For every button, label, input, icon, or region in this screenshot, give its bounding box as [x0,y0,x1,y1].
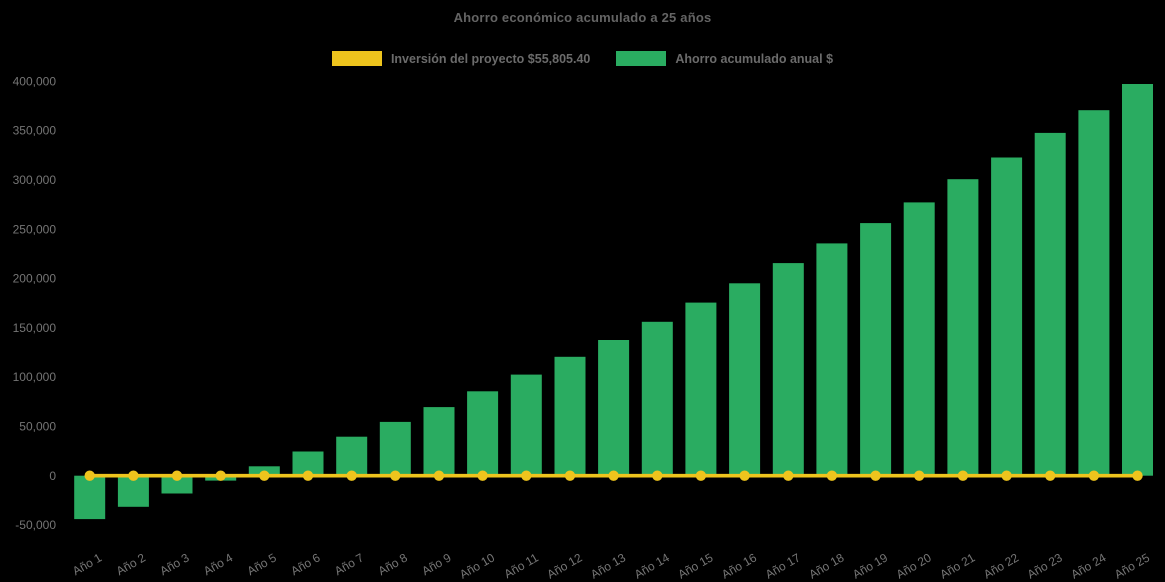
x-tick-label: Año 4 [201,550,235,578]
legend-item-savings[interactable]: Ahorro acumulado anual $ [616,51,833,66]
x-tick-label: Año 15 [675,550,715,581]
bar-año-17[interactable] [772,263,804,476]
investment-line-marker[interactable] [826,470,838,481]
x-tick-label: Año 14 [632,550,672,581]
investment-line-marker[interactable] [477,470,488,481]
y-tick-label: 200,000 [13,272,57,286]
bar-año-20[interactable] [903,202,935,476]
investment-line-marker[interactable] [957,470,969,481]
bar-año-16[interactable] [729,283,761,476]
legend-item-investment[interactable]: Inversión del proyecto $55,805.40 [331,51,591,66]
bar-año-18[interactable] [816,243,848,476]
legend: Inversión del proyecto $55,805.40 Ahorro… [0,51,1165,66]
x-tick-label: Año 13 [588,550,628,581]
x-tick-label: Año 17 [763,550,803,581]
y-tick-label: 400,000 [13,74,57,88]
bar-año-14[interactable] [641,321,673,476]
investment-line-marker[interactable] [739,470,750,481]
investment-line-marker[interactable] [608,470,619,481]
x-tick-label: Año 16 [719,550,759,581]
investment-line-marker[interactable] [128,470,139,481]
investment-line-marker[interactable] [302,470,314,481]
x-tick-label: Año 6 [288,550,322,578]
investment-line-marker[interactable] [390,470,401,481]
investment-line-marker[interactable] [564,470,576,481]
investment-line-marker[interactable] [433,470,445,481]
x-tick-label: Año 2 [114,550,148,578]
legend-label-investment: Inversión del proyecto $55,805.40 [390,51,591,66]
x-tick-label: Año 21 [937,550,977,581]
y-tick-label: 50,000 [19,420,56,434]
x-tick-label: Año 20 [894,550,934,581]
y-tick-label: 0 [49,469,56,483]
legend-swatch-savings-icon [616,51,667,66]
bar-año-3[interactable] [161,475,193,494]
bar-año-12[interactable] [554,356,586,476]
y-tick-label: 300,000 [13,173,57,187]
x-tick-label: Año 22 [981,550,1021,581]
x-tick-label: Año 12 [545,550,585,581]
bar-año-22[interactable] [991,157,1023,476]
bar-año-21[interactable] [947,179,979,476]
x-tick-label: Año 23 [1025,550,1065,581]
bar-año-1[interactable] [74,475,106,520]
investment-line-marker[interactable] [346,470,357,481]
bar-año-10[interactable] [467,391,499,476]
chart-title: Ahorro económico acumulado a 25 años [453,10,712,25]
x-tick-label: Año 9 [419,550,453,578]
x-tick-label: Año 10 [457,550,497,581]
investment-line-marker[interactable] [259,470,270,481]
investment-line-marker[interactable] [1045,470,1056,481]
x-tick-label: Año 7 [332,550,366,578]
x-tick-label: Año 8 [376,550,410,578]
investment-line-marker[interactable] [521,470,532,481]
investment-line-marker[interactable] [695,470,707,481]
bar-año-7[interactable] [336,436,368,476]
bar-año-23[interactable] [1034,132,1066,476]
legend-label-savings: Ahorro acumulado anual $ [675,51,834,66]
investment-line-marker[interactable] [84,470,95,481]
bar-año-24[interactable] [1078,110,1110,476]
bar-año-11[interactable] [510,374,542,476]
investment-line-marker[interactable] [171,470,183,481]
x-tick-label: Año 19 [850,550,890,581]
x-tick-label: Año 1 [70,550,104,578]
y-tick-label: 150,000 [13,321,57,335]
bar-año-25[interactable] [1122,84,1153,476]
investment-line-marker[interactable] [215,470,226,481]
x-tick-label: Año 11 [502,550,541,581]
bar-año-9[interactable] [423,407,455,476]
x-tick-label: Año 5 [245,550,279,578]
y-tick-label: 250,000 [13,222,57,236]
investment-line-marker[interactable] [1132,470,1143,481]
x-tick-label: Año 18 [806,550,846,581]
investment-line-marker[interactable] [1088,470,1100,481]
x-tick-label: Año 3 [157,550,191,578]
bar-año-8[interactable] [379,421,411,476]
x-tick-label: Año 24 [1068,550,1108,581]
investment-line-marker[interactable] [870,470,881,481]
bar-año-13[interactable] [598,340,630,476]
investment-line-marker[interactable] [914,470,925,481]
y-tick-label: 350,000 [13,124,57,138]
y-tick-label: 100,000 [13,370,57,384]
bar-año-15[interactable] [685,302,717,476]
y-tick-label: -50,000 [15,518,56,532]
investment-line-marker[interactable] [783,470,794,481]
investment-line-marker[interactable] [1001,470,1012,481]
legend-swatch-investment-icon [331,51,382,66]
bar-año-19[interactable] [860,223,892,476]
x-tick-label: Año 25 [1112,550,1152,581]
investment-line-marker[interactable] [652,470,663,481]
